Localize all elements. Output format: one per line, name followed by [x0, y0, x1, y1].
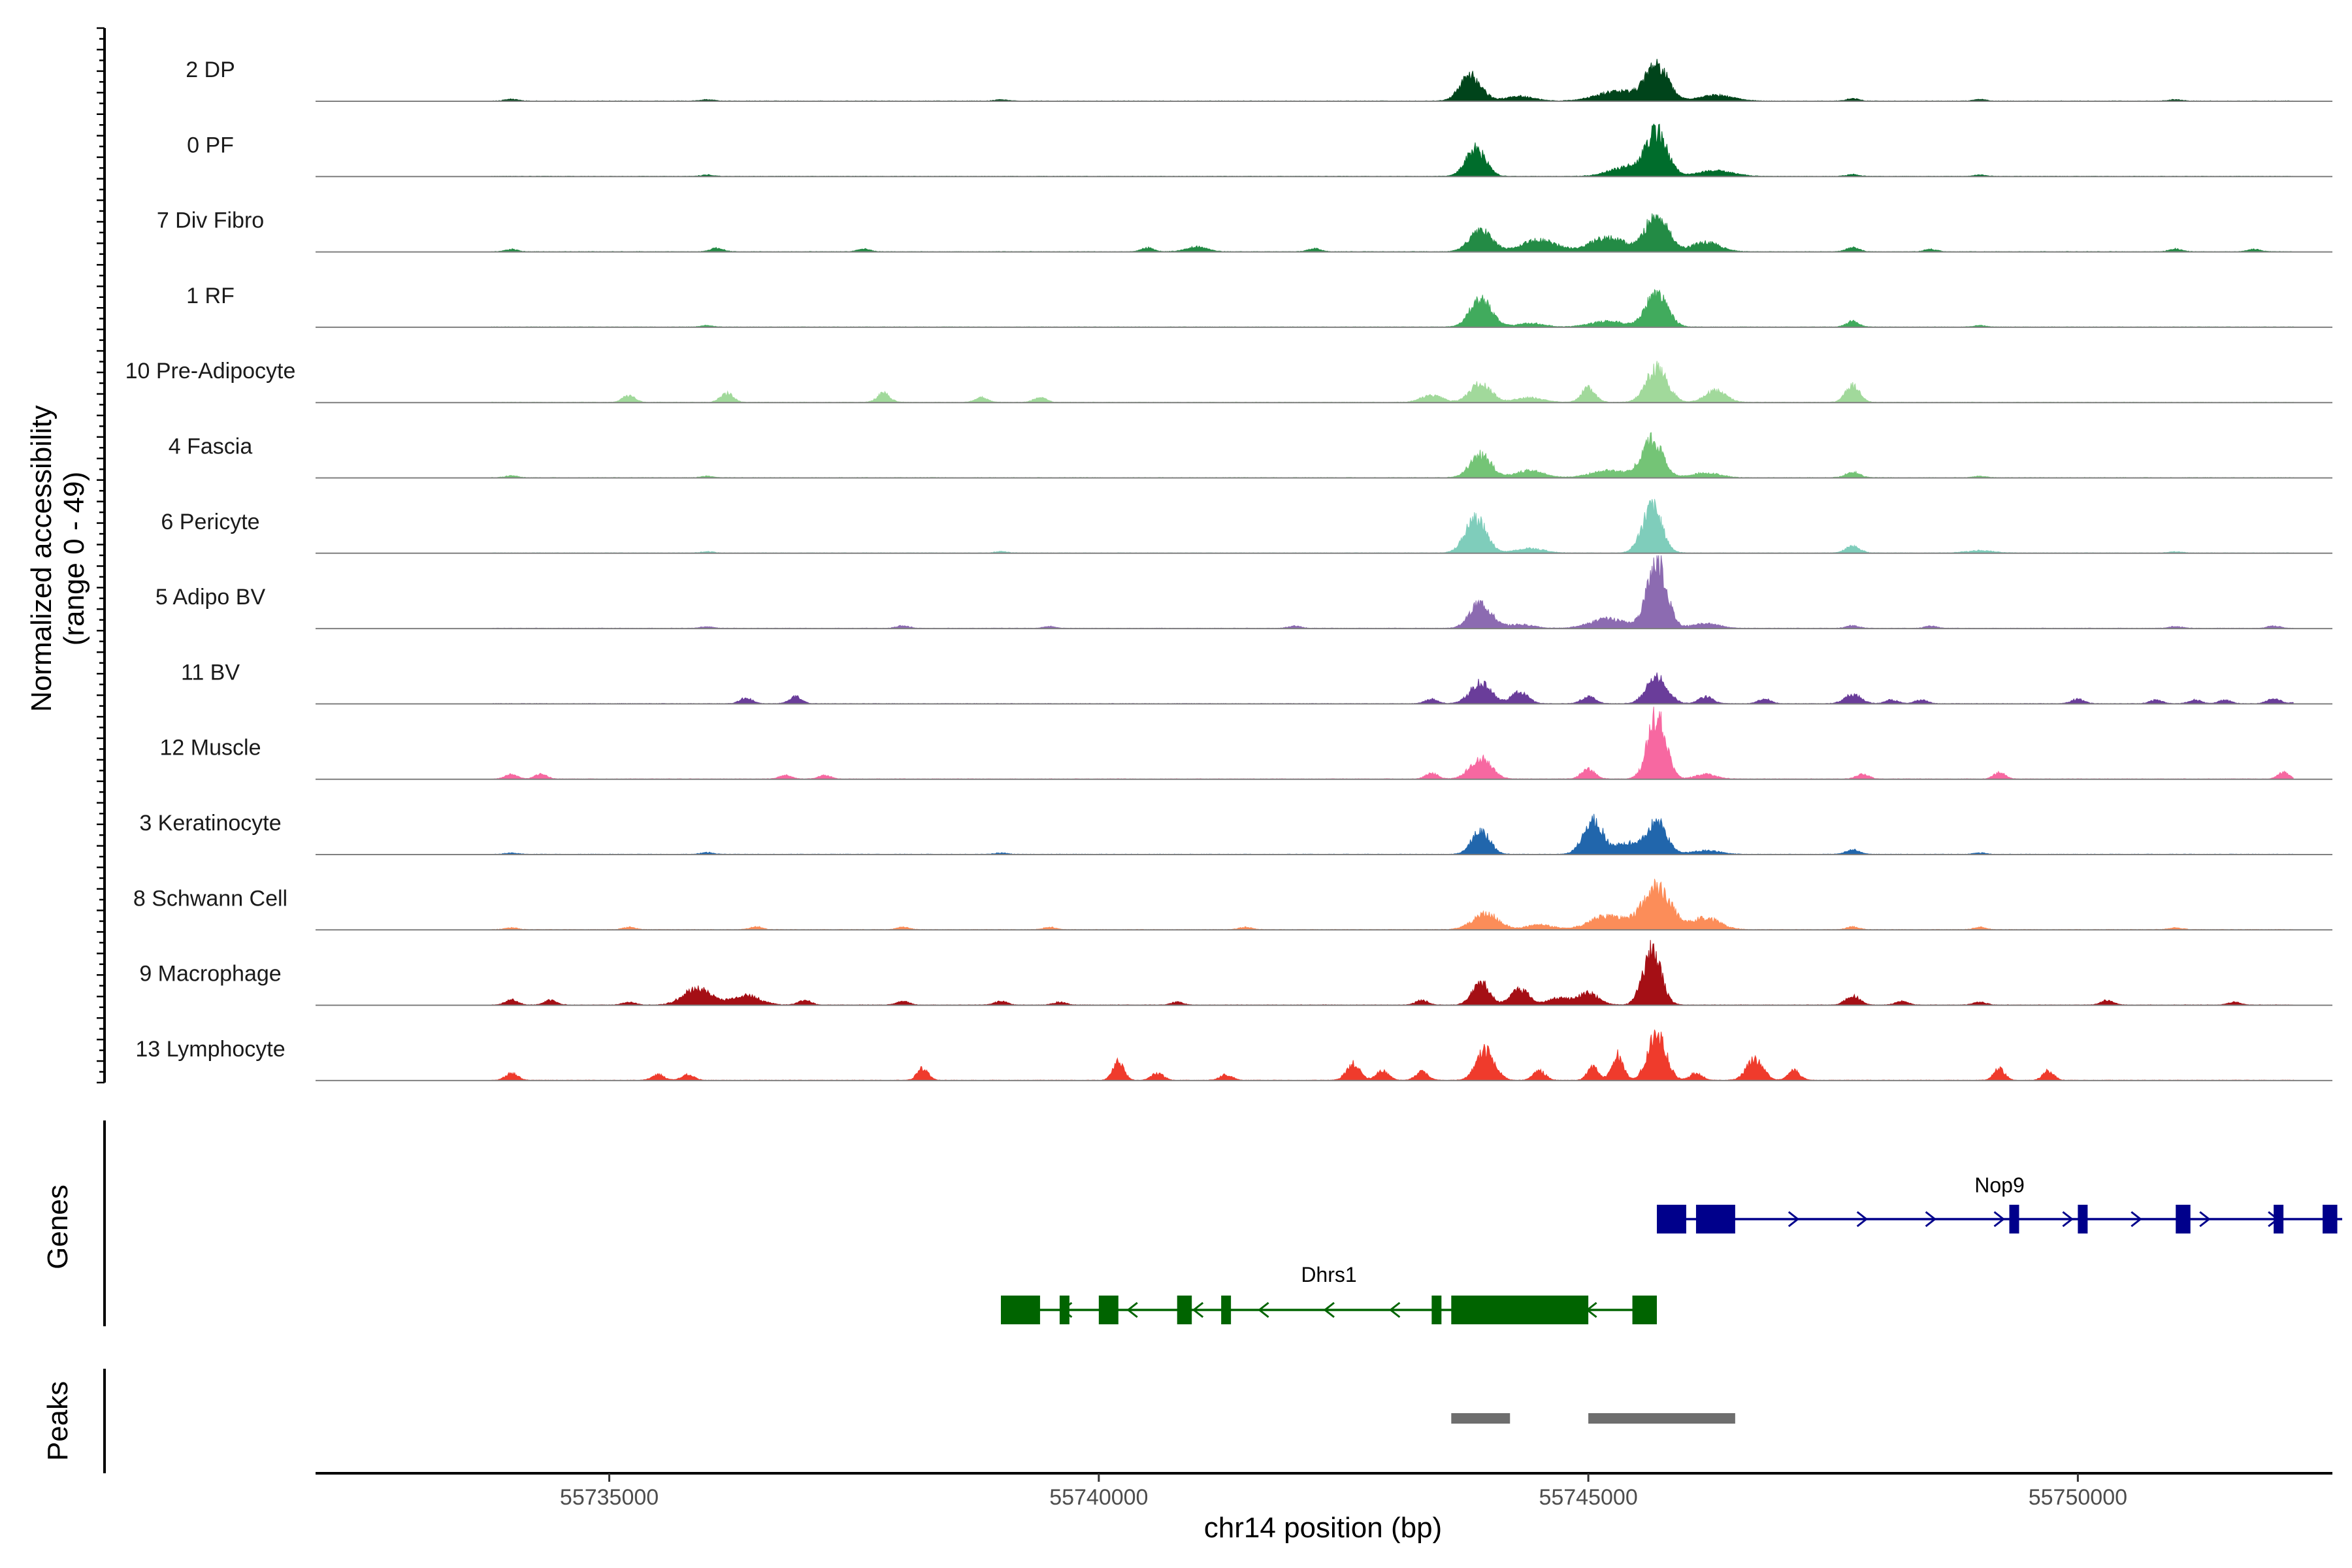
track-3-keratinocyte: 3 Keratinocyte: [139, 811, 2332, 855]
strand-arrow-icon: [1388, 1301, 1401, 1318]
track-signal-area: [491, 498, 2294, 554]
track-label: 12 Muscle: [160, 736, 261, 760]
track-label: 6 Pericyte: [161, 510, 259, 534]
y-axis-label: Normalized accessibility: [25, 405, 57, 711]
track-6-pericyte: 6 Pericyte: [161, 498, 2332, 554]
strand-arrow-icon: [1323, 1301, 1335, 1318]
genes-panel: Genes Nop9 Dhrs1: [42, 1120, 2342, 1326]
gene-exon: [1177, 1296, 1192, 1324]
strand-arrow-icon: [1856, 1211, 1869, 1228]
strand-arrow-icon: [1788, 1211, 1800, 1228]
track-signal-area: [491, 432, 2294, 479]
track-label: 11 BV: [181, 660, 240, 685]
strand-arrow-icon: [1925, 1211, 1937, 1228]
y-axis: [97, 27, 106, 1084]
y-axis-range-label: (range 0 - 49): [58, 472, 90, 646]
track-signal-area: [491, 939, 2294, 1006]
track-label: 9 Macrophage: [139, 962, 281, 987]
strand-arrow-icon: [1192, 1301, 1204, 1318]
track-2-dp: 2 DP: [186, 57, 2332, 102]
track-13-lymphocyte: 13 Lymphocyte: [135, 1029, 2332, 1081]
strand-arrow-icon: [1258, 1301, 1269, 1318]
track-signal-area: [491, 706, 2294, 780]
x-axis-label: chr14 position (bp): [1204, 1512, 1442, 1544]
gene-label: Nop9: [1974, 1173, 2025, 1197]
strand-arrow-icon: [2131, 1211, 2142, 1228]
track-signal-area: [491, 813, 2294, 855]
track-0-pf: 0 PF: [187, 123, 2332, 178]
peak-region: [1451, 1413, 1511, 1424]
track-signal-area: [491, 672, 2294, 704]
gene-exon: [1451, 1296, 1589, 1324]
gene-exon: [1657, 1205, 1686, 1233]
x-tick-label: 55750000: [2029, 1485, 2127, 1510]
gene-exon: [1431, 1296, 1442, 1324]
gene-exon: [2176, 1205, 2191, 1233]
gene-dhrs1: Dhrs1: [1000, 1263, 1658, 1324]
gene-exon: [1221, 1296, 1232, 1324]
track-8-schwann-cell: 8 Schwann Cell: [133, 879, 2332, 931]
track-label: 2 DP: [186, 57, 235, 82]
gene-exon: [1632, 1296, 1658, 1324]
strand-arrow-icon: [1126, 1301, 1138, 1318]
peaks-panel-title: Peaks: [42, 1381, 74, 1461]
track-signal-area: [491, 361, 2294, 403]
track-label: 0 PF: [187, 133, 234, 157]
gene-exon: [2274, 1205, 2284, 1233]
gene-exon: [1059, 1296, 1070, 1324]
x-tick-label: 55745000: [1539, 1485, 1637, 1510]
x-axis: chr14 position (bp) 55735000 55740000 5574…: [316, 1472, 2332, 1544]
strand-arrow-icon: [2199, 1211, 2211, 1228]
gene-exon: [1695, 1205, 1735, 1233]
y-axis-title: Normalized accessibility (range 0 - 49): [25, 405, 90, 711]
track-label: 4 Fascia: [169, 434, 253, 459]
track-label: 3 Keratinocyte: [139, 811, 281, 836]
track-signal-area: [491, 879, 2294, 930]
x-tick-label: 55740000: [1049, 1485, 1148, 1510]
track-label: 8 Schwann Cell: [133, 886, 287, 911]
track-4-fascia: 4 Fascia: [169, 432, 2332, 479]
gene-label: Dhrs1: [1301, 1263, 1356, 1286]
gene-exon: [2009, 1205, 2019, 1233]
track-5-adipo-bv: 5 Adipo BV: [155, 555, 2332, 630]
track-signal-area: [491, 1029, 2294, 1081]
gene-exon: [1000, 1296, 1040, 1324]
track-signal-area: [491, 289, 2294, 328]
strand-arrow-icon: [2062, 1211, 2074, 1228]
gene-exon: [1098, 1296, 1119, 1324]
track-label: 5 Adipo BV: [155, 585, 266, 610]
x-tick-label: 55735000: [560, 1485, 659, 1510]
track-label: 1 RF: [186, 284, 235, 308]
track-9-macrophage: 9 Macrophage: [139, 939, 2332, 1006]
peaks-panel: Peaks: [42, 1369, 1735, 1473]
track-label: 13 Lymphocyte: [135, 1037, 285, 1062]
genes-panel-title: Genes: [42, 1184, 74, 1269]
peak-region: [1588, 1413, 1735, 1424]
track-11-bv: 11 BV: [181, 660, 2332, 705]
track-12-muscle: 12 Muscle: [160, 706, 2332, 780]
track-10-pre-adipocyte: 10 Pre-Adipocyte: [125, 359, 2332, 404]
track-label: 7 Div Fibro: [157, 208, 264, 233]
gene-nop9: Nop9: [1657, 1173, 2342, 1233]
gene-exon: [2078, 1205, 2088, 1233]
track-signal-area: [491, 213, 2294, 253]
track-7-div-fibro: 7 Div Fibro: [157, 208, 2332, 253]
track-signal-area: [491, 123, 2294, 177]
track-signal-area: [491, 555, 2294, 629]
gene-exon: [2323, 1205, 2338, 1233]
strand-arrow-icon: [1993, 1211, 2005, 1228]
track-1-rf: 1 RF: [186, 284, 2332, 328]
coverage-tracks: 2 DP 0 PF 7 Div Fibro 1 RF 10 Pre-Adipocyte 4…: [125, 57, 2332, 1081]
track-label: 10 Pre-Adipocyte: [125, 359, 296, 384]
track-signal-area: [491, 59, 2294, 102]
